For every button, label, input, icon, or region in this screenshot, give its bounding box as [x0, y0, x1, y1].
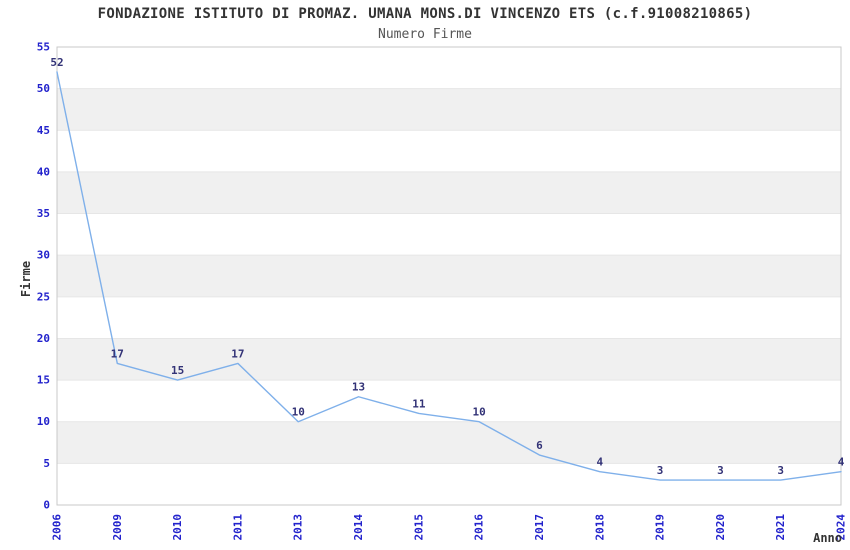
x-tick-label: 2020: [714, 514, 727, 541]
x-tick-label: 2021: [774, 514, 787, 541]
point-label: 15: [171, 364, 184, 377]
y-tick-label: 30: [37, 249, 50, 262]
point-label: 10: [292, 406, 305, 419]
series-line: [56, 71, 842, 481]
point-label: 52: [50, 56, 63, 69]
y-tick-label: 50: [37, 82, 50, 95]
y-tick-label: 25: [37, 290, 50, 303]
y-tick-label: 10: [37, 415, 50, 428]
y-tick-label: 45: [37, 124, 50, 137]
point-label: 17: [111, 347, 124, 360]
y-tick-label: 35: [37, 207, 50, 220]
point-label: 11: [412, 397, 426, 410]
point-label: 3: [777, 464, 784, 477]
x-tick-label: 2024: [835, 514, 848, 541]
chart-title: FONDAZIONE ISTITUTO DI PROMAZ. UMANA MON…: [97, 6, 753, 22]
x-tick-label: 2013: [292, 514, 305, 541]
x-tick-label: 2009: [111, 514, 124, 541]
x-tick-label: 2018: [593, 514, 606, 541]
point-label: 4: [596, 456, 603, 469]
y-tick-label: 15: [37, 374, 50, 387]
x-tick-label: 2011: [231, 514, 244, 541]
x-tick-label: 2019: [654, 514, 667, 541]
plot-band: [57, 88, 841, 131]
plot-band: [57, 338, 841, 381]
plot-band: [57, 171, 841, 214]
x-tick-label: 2014: [352, 514, 365, 541]
y-tick-label: 0: [43, 499, 50, 512]
y-tick-label: 20: [37, 332, 50, 345]
plot-band: [57, 255, 841, 297]
point-label: 3: [657, 464, 664, 477]
y-tick-label: 5: [43, 457, 50, 470]
plot-band: [57, 421, 841, 464]
x-tick-label: 2017: [533, 514, 546, 541]
point-label: 4: [838, 456, 845, 469]
x-tick-label: 2015: [412, 514, 425, 541]
x-tick-label: 2016: [473, 514, 486, 541]
point-label: 13: [352, 381, 365, 394]
chart-subtitle: Numero Firme: [378, 27, 472, 42]
point-label: 17: [231, 347, 244, 360]
point-label: 6: [536, 439, 543, 452]
y-tick-label: 55: [37, 41, 50, 54]
y-tick-label: 40: [37, 165, 50, 178]
x-tick-label: 2010: [171, 514, 184, 541]
point-label: 3: [717, 464, 724, 477]
x-tick-label: 2006: [51, 514, 64, 541]
x-axis-title: Anno: [813, 531, 842, 545]
plot-border: [56, 46, 842, 506]
point-label: 10: [473, 406, 486, 419]
